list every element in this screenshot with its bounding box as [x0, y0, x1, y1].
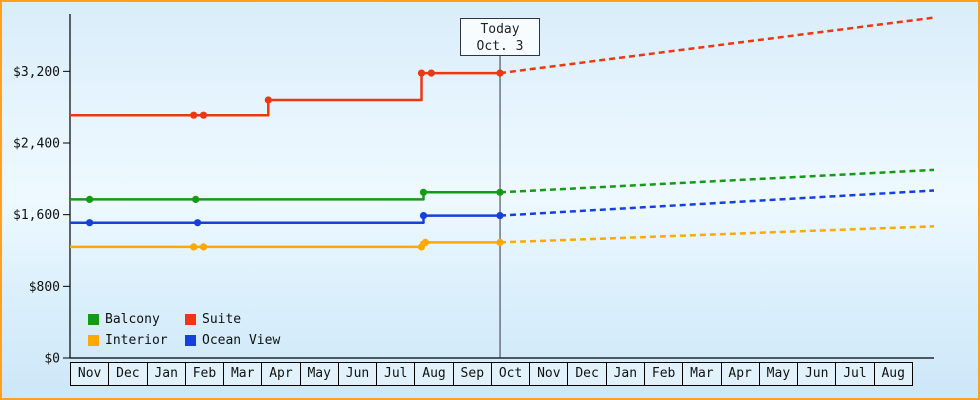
month-label-jul: Jul [835, 362, 875, 386]
series-marker-balcony [192, 195, 200, 203]
series-forecast-balcony [499, 168, 935, 194]
month-label-feb: Feb [643, 362, 684, 386]
legend-item-suite: Suite [185, 312, 280, 327]
series-forecast-suite [499, 16, 935, 75]
chart-legend: Balcony Suite Interior Ocean View [88, 312, 280, 348]
series-marker-ocean-view [194, 219, 202, 227]
balcony-swatch-icon [88, 314, 99, 325]
month-label-nov: Nov [529, 362, 569, 386]
month-label-jan: Jan [605, 362, 645, 386]
month-label-dec: Dec [108, 362, 148, 386]
month-label-apr: Apr [720, 362, 760, 386]
series-marker-interior [190, 243, 198, 251]
y-axis-label: $3,200 [13, 65, 60, 80]
series-marker-suite [496, 69, 504, 77]
series-marker-ocean-view [496, 212, 504, 220]
series-marker-ocean-view [86, 219, 94, 227]
month-label-jun: Jun [797, 362, 837, 386]
series-marker-balcony [86, 195, 94, 203]
interior-swatch-icon [88, 335, 99, 346]
month-label-dec: Dec [567, 362, 607, 386]
month-label-may: May [758, 362, 799, 386]
series-marker-suite [190, 111, 198, 119]
legend-label-suite: Suite [202, 312, 242, 327]
month-label-apr: Apr [261, 362, 301, 386]
y-axis-label: $0 [44, 352, 60, 367]
month-label-jan: Jan [146, 362, 186, 386]
legend-item-balcony: Balcony [88, 312, 185, 327]
y-axis-label: $1,600 [13, 208, 60, 223]
series-marker-interior [496, 238, 504, 246]
series-marker-suite [264, 96, 272, 104]
series-history-suite [70, 71, 500, 117]
today-label: Today [480, 22, 520, 37]
legend-item-ocean-view: Ocean View [185, 333, 280, 348]
legend-label-ocean-view: Ocean View [202, 333, 281, 348]
legend-label-balcony: Balcony [105, 312, 160, 327]
series-forecast-interior [499, 225, 935, 244]
today-date: Oct. 3 [476, 39, 524, 54]
suite-swatch-icon [185, 314, 196, 325]
series-history-ocean-view [70, 214, 500, 224]
x-axis-month-row: Nov Dec Jan Feb Mar Apr May Jun Jul Aug Sep Oct Nov D… [70, 362, 913, 386]
series-history-interior [70, 241, 500, 249]
month-label-nov: Nov [70, 362, 110, 386]
month-label-aug: Aug [873, 362, 913, 386]
month-label-may: May [299, 362, 339, 386]
series-marker-interior [199, 243, 208, 251]
month-label-mar: Mar [223, 362, 263, 386]
month-label-sep: Sep [452, 362, 492, 386]
ocean-view-swatch-icon [185, 335, 196, 346]
month-label-jun: Jun [337, 362, 378, 386]
month-label-oct: Oct [490, 362, 531, 386]
series-marker-suite [427, 69, 435, 77]
series-marker-interior [421, 238, 429, 246]
legend-label-interior: Interior [105, 333, 168, 348]
series-marker-balcony [496, 188, 504, 196]
month-label-feb: Feb [184, 362, 225, 386]
y-axis-label: $800 [29, 280, 60, 295]
y-axis-label: $2,400 [13, 137, 60, 152]
month-label-mar: Mar [682, 362, 722, 386]
month-label-jul: Jul [376, 362, 416, 386]
series-marker-ocean-view [419, 212, 428, 220]
month-label-aug: Aug [414, 362, 454, 386]
series-history-balcony [70, 191, 500, 201]
series-marker-suite [199, 111, 208, 119]
series-forecast-ocean-view [499, 189, 935, 217]
series-marker-balcony [419, 188, 428, 196]
legend-item-interior: Interior [88, 333, 185, 348]
series-marker-suite [417, 69, 426, 77]
today-marker-label: Today Oct. 3 [460, 18, 541, 56]
